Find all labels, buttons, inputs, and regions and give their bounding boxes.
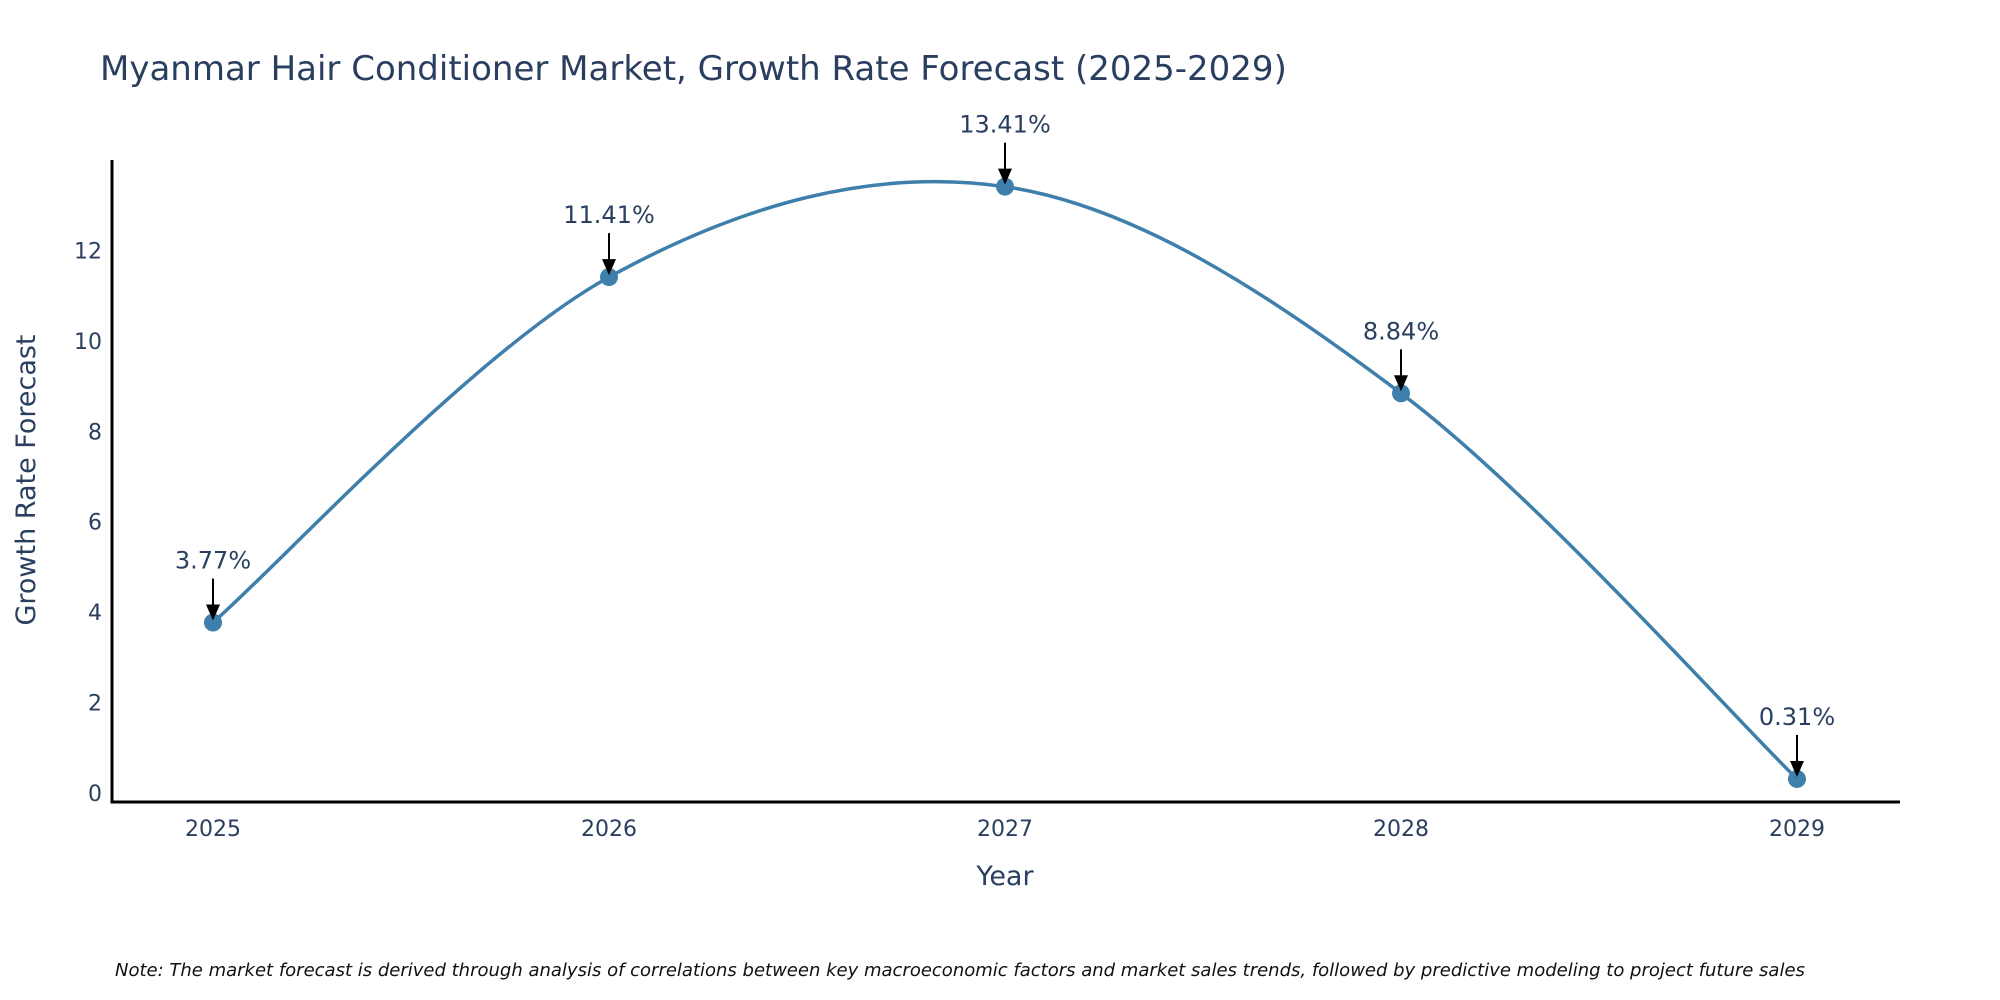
- data-label: 3.77%: [175, 547, 251, 575]
- x-tick-label: 2027: [977, 817, 1033, 842]
- chart-footnote: Note: The market forecast is derived thr…: [115, 960, 1805, 981]
- annotation-2025: 3.77%: [175, 547, 251, 621]
- x-tick-label: 2029: [1769, 817, 1825, 842]
- annotation-arrow-head: [602, 259, 616, 276]
- annotation-arrow-head: [206, 604, 220, 621]
- y-axis-ticks: 0 2 4 6 8 10 12: [74, 239, 102, 807]
- y-tick-label: 8: [88, 420, 102, 445]
- y-tick-label: 12: [74, 239, 102, 264]
- x-tick-label: 2028: [1373, 817, 1429, 842]
- y-axis-title: Growth Rate Forecast: [11, 334, 42, 625]
- data-label: 11.41%: [563, 201, 655, 229]
- data-point-markers: [204, 177, 1806, 788]
- data-point-2025: [204, 613, 222, 632]
- data-label: 13.41%: [959, 111, 1051, 139]
- y-tick-label: 2: [88, 692, 102, 717]
- x-tick-label: 2026: [581, 817, 637, 842]
- y-tick-label: 4: [88, 601, 102, 626]
- data-point-2029: [1788, 769, 1806, 788]
- annotation-2028: 8.84%: [1363, 317, 1439, 392]
- growth-rate-series-line: [211, 179, 1799, 781]
- annotation-arrow-head: [998, 168, 1012, 185]
- data-label: 8.84%: [1363, 317, 1439, 345]
- annotation-2027: 13.41%: [959, 111, 1051, 185]
- y-tick-label: 6: [88, 511, 102, 536]
- data-point-2028: [1392, 384, 1410, 403]
- annotation-arrow-head: [1394, 375, 1408, 392]
- annotation-2026: 11.41%: [563, 201, 655, 276]
- data-label-annotations: 3.77% 11.41% 13.41% 8.84% 0.31%: [175, 111, 1835, 777]
- data-point-2026: [600, 268, 618, 287]
- y-tick-label: 0: [88, 782, 102, 807]
- plot-area: 0 2 4 6 8 10 12 2025 2026 2027 2028 2029 3.77% 11.4…: [74, 111, 1900, 842]
- annotation-2029: 0.31%: [1759, 703, 1835, 777]
- x-axis-ticks: 2025 2026 2027 2028 2029: [185, 817, 1825, 842]
- x-tick-label: 2025: [185, 817, 241, 842]
- y-tick-label: 10: [74, 330, 102, 355]
- annotation-arrow-head: [1790, 760, 1804, 777]
- x-axis-title: Year: [975, 861, 1034, 892]
- chart-title: Myanmar Hair Conditioner Market, Growth …: [100, 49, 1287, 89]
- data-label: 0.31%: [1759, 703, 1835, 731]
- data-point-2027: [996, 177, 1014, 196]
